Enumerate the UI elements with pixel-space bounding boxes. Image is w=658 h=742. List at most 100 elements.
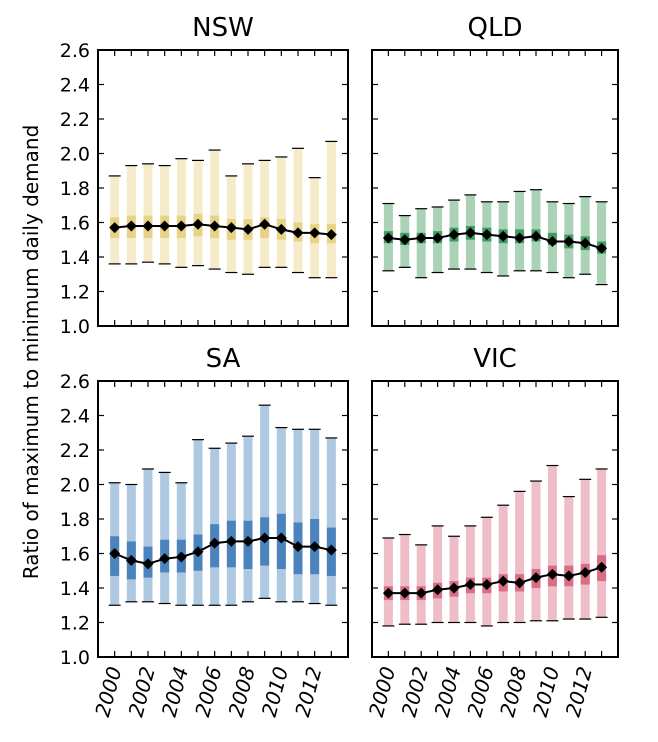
- whisker-bar: [143, 163, 153, 263]
- median-marker: [292, 227, 304, 239]
- median-marker: [242, 223, 254, 235]
- whisker-bar: [531, 481, 541, 621]
- whisker-bar: [326, 141, 336, 278]
- y-tick-label: 2.2: [60, 440, 90, 462]
- median-marker: [464, 227, 476, 239]
- whisker-bar: [126, 165, 136, 264]
- whisker-bar: [276, 156, 286, 268]
- whisker-bar: [580, 196, 590, 275]
- y-tick-label: 1.4: [60, 578, 90, 600]
- median-marker: [275, 223, 287, 235]
- panel-frame: [371, 49, 619, 327]
- median-marker: [514, 577, 526, 589]
- whisker-bar: [547, 465, 557, 621]
- median-marker: [448, 229, 460, 241]
- median-marker: [546, 568, 558, 580]
- whisker-bar: [580, 479, 590, 620]
- x-tick-label: 2006: [462, 664, 498, 719]
- median-marker: [530, 230, 542, 242]
- median-marker: [596, 561, 608, 573]
- whisker-bar: [243, 436, 253, 602]
- whisker-bar: [160, 165, 170, 264]
- x-tick-label: 2008: [223, 664, 259, 719]
- median-marker: [309, 227, 321, 239]
- median-marker: [382, 232, 394, 244]
- median-marker: [497, 575, 509, 587]
- whisker-bar: [326, 437, 336, 606]
- y-tick-label: 1.6: [60, 544, 90, 566]
- median-marker: [192, 218, 204, 230]
- whisker-bar: [564, 496, 574, 620]
- whisker-bar: [482, 517, 492, 626]
- median-marker: [259, 532, 271, 544]
- median-marker: [432, 232, 444, 244]
- median-marker: [448, 582, 460, 594]
- median-marker: [142, 220, 154, 232]
- median-marker: [242, 535, 254, 547]
- whisker-bar: [433, 525, 443, 623]
- median-marker: [415, 232, 427, 244]
- x-tick-label: 2004: [429, 664, 465, 719]
- whisker-bar: [310, 429, 320, 604]
- y-tick-label: 1.8: [60, 178, 90, 200]
- y-tick-label: 1.0: [60, 647, 90, 669]
- median-marker: [159, 220, 171, 232]
- x-tick-label: 2000: [90, 664, 126, 719]
- y-tick-label: 1.2: [60, 613, 90, 635]
- median-marker: [382, 587, 394, 599]
- x-tick-label: 2008: [495, 664, 531, 719]
- whisker-bar: [143, 468, 153, 602]
- median-marker: [546, 235, 558, 247]
- median-marker: [109, 222, 121, 234]
- whisker-bar: [260, 405, 270, 599]
- whisker-bar: [515, 491, 525, 623]
- median-marker: [209, 220, 221, 232]
- whisker-bar: [160, 472, 170, 604]
- x-tick-label: 2010: [257, 664, 293, 719]
- y-tick-label: 2.2: [60, 109, 90, 131]
- median-marker: [259, 218, 271, 230]
- median-marker: [175, 551, 187, 563]
- y-tick-label: 2.0: [60, 144, 90, 166]
- panel-qld: QLD: [371, 13, 619, 327]
- median-marker: [225, 222, 237, 234]
- median-marker: [563, 235, 575, 247]
- whisker-bar: [260, 160, 270, 268]
- median-marker: [109, 548, 121, 559]
- x-tick-label: 2000: [364, 664, 400, 719]
- x-tick-label: 2006: [190, 664, 226, 719]
- y-tick-label: 2.6: [60, 371, 90, 393]
- x-tick-label: 2010: [528, 664, 564, 719]
- x-tick-label: 2004: [157, 664, 193, 719]
- whisker-bar: [383, 537, 393, 626]
- whisker-bar: [400, 534, 410, 625]
- median-marker: [399, 234, 411, 246]
- panel-sa: 1.01.21.41.61.82.02.22.42.62000200220042…: [60, 344, 349, 719]
- median-marker: [481, 579, 493, 591]
- y-tick-label: 1.0: [60, 316, 90, 338]
- median-marker: [596, 242, 608, 254]
- median-marker: [292, 541, 304, 553]
- median-marker: [415, 587, 427, 599]
- whisker-bar: [597, 468, 607, 618]
- panel-title: NSW: [192, 13, 254, 43]
- x-tick-label: 2002: [397, 664, 433, 719]
- median-marker: [514, 232, 526, 244]
- median-marker: [481, 229, 493, 241]
- panel-nsw: 1.0 1.2 1.4 1.6 1.8 2.0 2.2 2.4 2.6 NSW: [60, 13, 349, 338]
- whisker-bar: [176, 158, 186, 268]
- x-tick-label: 2002: [123, 664, 159, 719]
- y-tick-label: 2.6: [60, 40, 90, 62]
- median-marker: [497, 230, 509, 242]
- whisker-bar: [193, 439, 203, 606]
- y-tick-label: 1.2: [60, 282, 90, 304]
- median-marker: [125, 554, 137, 566]
- median-marker: [125, 220, 137, 232]
- median-marker: [464, 579, 476, 591]
- median-marker: [309, 541, 321, 553]
- y-tick-label: 2.0: [60, 475, 90, 497]
- median-marker: [563, 570, 575, 582]
